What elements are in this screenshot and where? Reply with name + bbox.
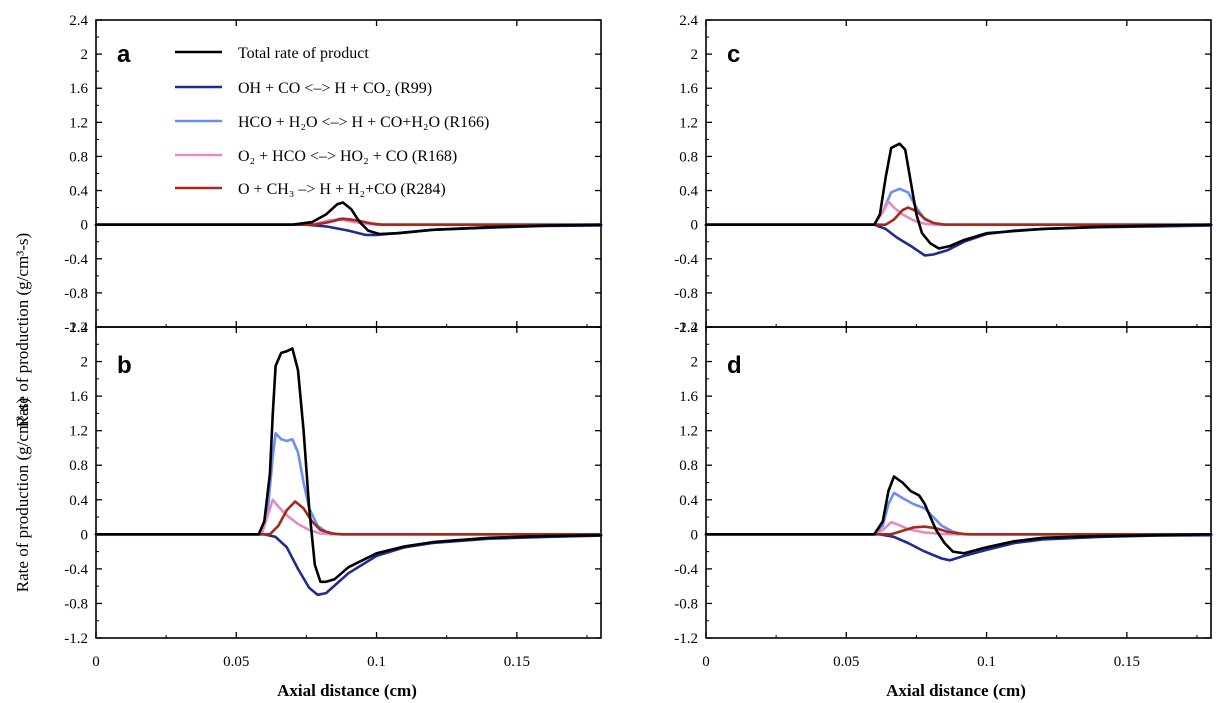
panel-label-a: a — [117, 41, 131, 68]
legend-label-total: Total rate of product — [238, 45, 369, 62]
series-line-b-0 — [94, 347, 603, 584]
y-tick-label-d: 2 — [691, 355, 699, 371]
series-line-d-1 — [704, 533, 1213, 562]
y-tick-label-b: 0.4 — [69, 493, 88, 509]
y-tick-label-c: 0.4 — [679, 184, 698, 200]
panel-b: 2.421.61.20.80.40-0.4-0.8-1.20 0.05 0.1 0.1… — [64, 320, 603, 670]
x-tick-label-d: 0.1 — [977, 654, 996, 670]
panel-label-c: c — [727, 41, 740, 68]
y-tick-label-a: 2 — [81, 47, 89, 63]
y-tick-label-c: 1.2 — [679, 115, 698, 131]
series-line-b-2 — [94, 432, 603, 536]
y-tick-label-c: -1.2 — [674, 320, 698, 336]
series-line-d-4 — [704, 525, 1213, 536]
series-line-d-3 — [704, 520, 1213, 536]
y-tick-label-d: -0.4 — [674, 562, 698, 578]
y-tick-label-b: 0 — [81, 527, 89, 543]
series-line-b-4 — [94, 500, 603, 536]
y-tick-label-d: 2.4 — [679, 320, 698, 336]
y-axis-title-bottom: Rate of production (g/cm³-s) — [13, 398, 32, 592]
y-tick-label-d: 1.2 — [679, 424, 698, 440]
y-tick-label-d: 0.4 — [679, 493, 698, 509]
y-tick-label-b: 1.2 — [69, 424, 88, 440]
legend-label-r99: OH + CO <–> H + CO₂ (R99) — [238, 80, 432, 97]
panel-c: 2.4 2 1.6 1.2 0.8 0.4 0 -0.4 -0.8 -1.2 — [674, 13, 1213, 336]
y-tick-label-b: -1.2 — [64, 631, 88, 647]
y-tick-label-c: 2 — [691, 47, 699, 63]
x-tick-label-b: 0.05 — [223, 654, 249, 670]
series-line-c-0 — [704, 142, 1213, 250]
panel-frame-b — [95, 326, 602, 639]
series-line-b-3 — [94, 498, 603, 536]
y-tick-label-d: 1.6 — [679, 389, 698, 405]
x-tick-label-d: 0.05 — [833, 654, 859, 670]
y-tick-label-c: 0.8 — [679, 149, 698, 165]
series-line-a-0 — [94, 201, 603, 236]
y-tick-label-b: -0.4 — [64, 562, 88, 578]
panel-frame-c — [705, 19, 1212, 328]
y-tick-label-a: -1.2 — [64, 320, 88, 336]
y-tick-label-c: 2.4 — [679, 13, 698, 29]
series-line-d-0 — [704, 475, 1213, 555]
panel-label-d: d — [727, 352, 742, 379]
y-tick-label-c: 1.6 — [679, 81, 698, 97]
legend: Total rate of product OH + CO <–> H + CO… — [175, 45, 489, 198]
y-tick-label-a: -0.8 — [64, 286, 88, 302]
y-tick-label-c: 0 — [691, 218, 699, 234]
legend-label-r168: O₂ + HCO <–> HO₂ + CO (R168) — [238, 148, 457, 165]
x-axis-title-right: Axial distance (cm) — [886, 681, 1026, 700]
series-line-c-1 — [704, 223, 1213, 257]
y-tick-label-d: -0.8 — [674, 596, 698, 612]
series-line-a-4 — [94, 217, 603, 226]
y-tick-label-c: -0.8 — [674, 286, 698, 302]
y-tick-label-d: -1.2 — [674, 631, 698, 647]
y-tick-label-c: -0.4 — [674, 252, 698, 268]
y-tick-label-a: 0.4 — [69, 184, 88, 200]
legend-label-r284: O + CH₃ –> H + H₂+CO (R284) — [238, 181, 446, 198]
y-tick-label-d: 0 — [691, 527, 699, 543]
y-tick-label-b: 2 — [81, 355, 89, 371]
panel-frame-a — [95, 19, 602, 328]
y-tick-label-a: -0.4 — [64, 252, 88, 268]
series-line-b-1 — [94, 533, 603, 597]
y-tick-label-a: 0.8 — [69, 149, 88, 165]
legend-label-r166: HCO + H₂O <–> H + CO+H₂O (R166) — [238, 114, 489, 131]
panel-frame-d — [705, 326, 1212, 639]
y-tick-label-a: 1.6 — [69, 81, 88, 97]
y-tick-label-d: 0.8 — [679, 458, 698, 474]
x-tick-label-b: 0.1 — [367, 654, 386, 670]
x-tick-label-b: 0 — [92, 654, 100, 670]
x-axis-title-left: Axial distance (cm) — [277, 681, 417, 700]
y-tick-label-b: 2.4 — [69, 320, 88, 336]
y-tick-label-a: 0 — [81, 218, 89, 234]
y-axis-title-top: Rate of production (g/cm³-s) — [13, 233, 32, 427]
x-tick-label-b: 0.15 — [504, 654, 530, 670]
panel-a: 2.4 2 1.6 1.2 0.8 0.4 0 -0.4 -0.8 -1.2 — [64, 13, 603, 336]
x-tick-label-d: 0 — [702, 654, 710, 670]
panel-label-b: b — [117, 352, 132, 379]
x-tick-label-d: 0.15 — [1114, 654, 1140, 670]
y-tick-label-a: 1.2 — [69, 115, 88, 131]
y-tick-label-b: 0.8 — [69, 458, 88, 474]
series-line-c-4 — [704, 206, 1213, 226]
series-line-c-3 — [704, 200, 1213, 226]
y-tick-label-b: 1.6 — [69, 389, 88, 405]
panel-d: 2.421.61.20.80.40-0.4-0.8-1.20 0.05 0.1 0.1… — [674, 320, 1213, 670]
series-line-c-2 — [704, 187, 1213, 226]
y-tick-label-b: -0.8 — [64, 596, 88, 612]
y-tick-label-a: 2.4 — [69, 13, 88, 29]
series-line-d-2 — [704, 491, 1213, 536]
